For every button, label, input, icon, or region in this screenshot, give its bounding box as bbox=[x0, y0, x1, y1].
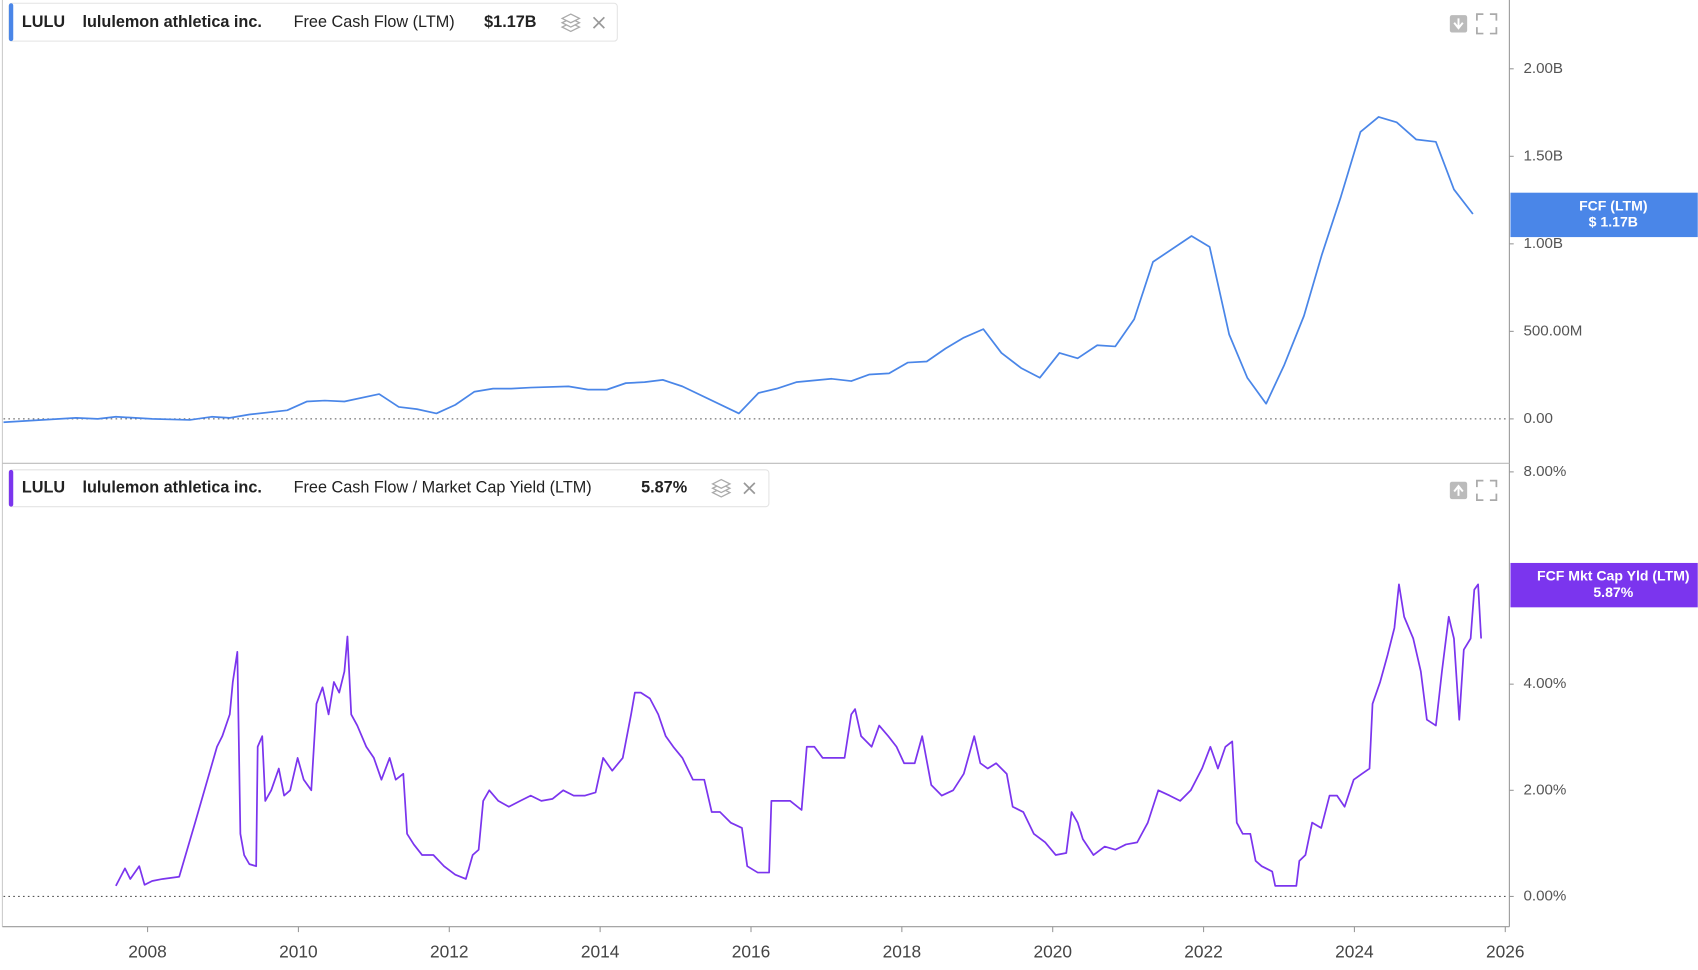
x-tick-label: 2014 bbox=[581, 941, 620, 961]
y-tick-label: 1.50B bbox=[1523, 147, 1563, 164]
x-tick-label: 2008 bbox=[128, 941, 167, 961]
y-tick-label: 500.00M bbox=[1523, 322, 1582, 339]
x-tick-label: 2010 bbox=[279, 941, 318, 961]
x-tick-label: 2016 bbox=[732, 941, 771, 961]
ticker: LULU bbox=[22, 479, 65, 497]
data-line bbox=[115, 583, 1482, 887]
move-arrow[interactable] bbox=[1453, 18, 1464, 30]
layers-icon[interactable] bbox=[560, 13, 581, 24]
metric-value: 5.87% bbox=[641, 479, 687, 497]
ticker: LULU bbox=[22, 13, 65, 31]
value-badge bbox=[1510, 192, 1698, 238]
x-tick-label: 2012 bbox=[430, 941, 469, 961]
badge-label: FCF Mkt Cap Yld (LTM) bbox=[1537, 568, 1690, 584]
y-tick-label: 0.00 bbox=[1523, 410, 1552, 427]
y-tick-label: 8.00% bbox=[1523, 463, 1566, 480]
legend-color-bar bbox=[8, 3, 14, 42]
legend-color-bar bbox=[8, 469, 14, 507]
metric-value: $1.17B bbox=[484, 13, 536, 31]
layers-icon[interactable] bbox=[711, 478, 732, 489]
y-tick-label: 1.00B bbox=[1523, 235, 1563, 252]
y-tick-label: 2.00B bbox=[1523, 60, 1563, 77]
metric-name: Free Cash Flow / Market Cap Yield (LTM) bbox=[294, 479, 592, 497]
fullscreen-icon[interactable] bbox=[1476, 479, 1498, 502]
y-tick-label: 2.00% bbox=[1523, 781, 1566, 798]
badge-value: 5.87% bbox=[1593, 584, 1633, 600]
close-icon[interactable] bbox=[743, 482, 756, 495]
fullscreen-icon[interactable] bbox=[1476, 13, 1498, 35]
data-line bbox=[3, 116, 1474, 424]
company-name: lululemon athletica inc. bbox=[83, 479, 262, 497]
badge-label: FCF (LTM) bbox=[1579, 197, 1647, 213]
metric-name: Free Cash Flow (LTM) bbox=[294, 13, 455, 31]
x-tick-label: 2020 bbox=[1033, 941, 1072, 961]
x-tick-label: 2022 bbox=[1184, 941, 1223, 961]
x-tick-label: 2018 bbox=[883, 941, 922, 961]
value-badge bbox=[1510, 562, 1698, 608]
close-icon[interactable] bbox=[592, 16, 605, 29]
company-name: lululemon athletica inc. bbox=[83, 13, 262, 31]
badge-value: $ 1.17B bbox=[1589, 214, 1638, 230]
move-arrow[interactable] bbox=[1453, 484, 1464, 496]
x-tick-label: 2024 bbox=[1335, 941, 1374, 961]
x-tick-label: 2026 bbox=[1486, 941, 1525, 961]
y-tick-label: 4.00% bbox=[1523, 675, 1566, 692]
y-tick-label: 0.00% bbox=[1523, 887, 1566, 904]
